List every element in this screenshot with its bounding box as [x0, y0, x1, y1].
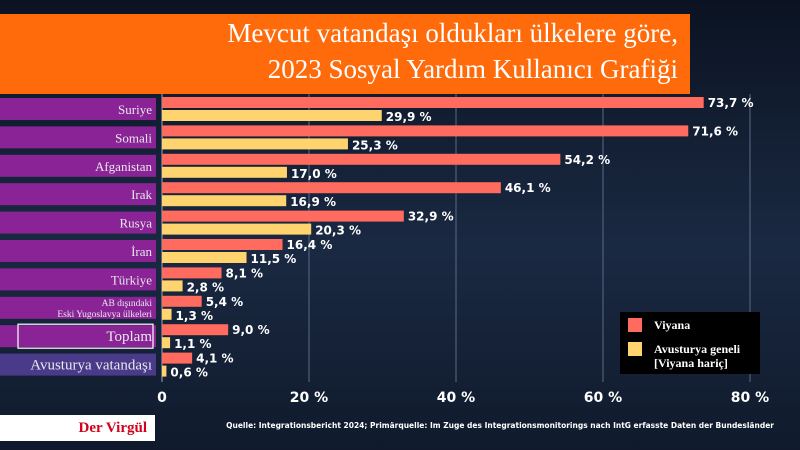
value-label-avusturya: 17,0 %	[291, 167, 337, 181]
bar-viyana	[162, 239, 283, 250]
category-highlight-frame	[17, 323, 154, 349]
legend-item-viyana: Viyana	[628, 318, 690, 332]
title-banner: Mevcut vatandaşı oldukları ülkelere göre…	[0, 14, 690, 94]
category-label-bg	[0, 211, 156, 234]
bar-viyana	[162, 267, 222, 279]
legend-item-avusturya: Avusturya geneli [Viyana hariç]	[628, 342, 740, 370]
bar-avusturya	[162, 110, 382, 121]
value-label-avusturya: 0,6 %	[170, 366, 207, 380]
value-label-viyana: 4,1 %	[196, 352, 233, 366]
value-label-viyana: 73,7 %	[708, 96, 754, 110]
category-label: Irak	[131, 187, 152, 202]
legend: Viyana Avusturya geneli [Viyana hariç]	[620, 312, 760, 374]
value-label-viyana: 16,4 %	[287, 238, 333, 252]
category-label-bg	[0, 268, 156, 291]
x-tick-label-40: 40 %	[437, 390, 475, 406]
value-label-avusturya: 1,3 %	[176, 309, 213, 323]
category-label-bg	[0, 296, 156, 319]
value-label-viyana: 54,2 %	[564, 153, 610, 167]
value-label-avusturya: 25,3 %	[352, 138, 398, 152]
bar-viyana	[162, 295, 202, 307]
chart-title-line2: 2023 Sosyal Yardım Kullanıcı Grafiği	[267, 54, 678, 84]
category-label: AB dışındaki	[102, 299, 153, 309]
bar-viyana	[162, 324, 229, 336]
bar-viyana	[162, 125, 689, 137]
category-label: Somali	[115, 130, 152, 145]
bar-avusturya	[162, 252, 247, 263]
category-label: Eski Yugoslavya ülkeleri	[57, 310, 152, 320]
legend-label-avusturya-line1: Avusturya geneli	[654, 342, 741, 356]
value-label-avusturya: 16,9 %	[290, 195, 336, 209]
x-tick-label-80: 80 %	[731, 390, 769, 406]
legend-label-viyana: Viyana	[654, 318, 691, 332]
source-note: Quelle: Integrationsbericht 2024; Primär…	[226, 421, 774, 430]
bar-viyana	[162, 210, 404, 222]
legend-swatch-avusturya	[628, 342, 642, 356]
bar-avusturya	[162, 195, 287, 207]
value-label-viyana: 32,9 %	[408, 210, 454, 224]
legend-label-avusturya: Avusturya geneli [Viyana hariç]	[654, 342, 740, 370]
category-label: Suriye	[118, 102, 152, 117]
category-label-bg	[0, 183, 156, 206]
value-label-avusturya: 20,3 %	[315, 224, 361, 238]
value-label-viyana: 9,0 %	[232, 323, 269, 337]
bar-avusturya	[162, 337, 171, 349]
value-label-viyana: 8,1 %	[226, 266, 263, 280]
category-label: İran	[131, 244, 152, 259]
brand-logo: Der Virgül	[0, 415, 155, 441]
bar-avusturya	[162, 223, 312, 235]
legend-label-avusturya-line2: [Viyana hariç]	[654, 356, 728, 370]
category-label-bg	[0, 240, 156, 262]
bar-avusturya	[162, 280, 183, 292]
category-label-bg	[0, 98, 156, 120]
value-label-avusturya: 1,1 %	[174, 337, 211, 351]
bar-viyana	[162, 97, 704, 108]
category-label: Rusya	[120, 216, 153, 231]
chart-title-line1: Mevcut vatandaşı oldukları ülkelere göre…	[227, 18, 678, 48]
category-label: Avusturya vatandaşı	[30, 358, 152, 374]
value-label-viyana: 71,6 %	[692, 124, 738, 138]
bar-avusturya	[162, 308, 172, 320]
x-tick-label-20: 20 %	[290, 390, 328, 406]
value-label-avusturya: 29,9 %	[386, 110, 432, 124]
x-tick-label-60: 60 %	[584, 390, 622, 406]
category-label-bg	[0, 353, 156, 376]
bar-avusturya	[162, 138, 348, 150]
bar-viyana	[162, 153, 561, 165]
category-label: Türkiye	[111, 272, 152, 287]
category-label-bg	[0, 126, 156, 149]
category-label: Toplam	[106, 329, 152, 345]
x-tick-label-0: 0	[157, 390, 167, 406]
legend-swatch-viyana	[628, 318, 642, 332]
value-label-viyana: 46,1 %	[505, 181, 551, 195]
category-label-bg	[0, 325, 156, 348]
bar-avusturya	[162, 166, 287, 178]
bar-viyana	[162, 182, 501, 194]
category-label-bg	[0, 154, 156, 177]
bar-viyana	[162, 352, 193, 364]
value-label-avusturya: 11,5 %	[251, 252, 297, 266]
bar-avusturya	[162, 365, 167, 377]
value-label-viyana: 5,4 %	[206, 295, 243, 309]
value-label-avusturya: 2,8 %	[187, 280, 224, 294]
category-label: Afganistan	[95, 159, 153, 174]
